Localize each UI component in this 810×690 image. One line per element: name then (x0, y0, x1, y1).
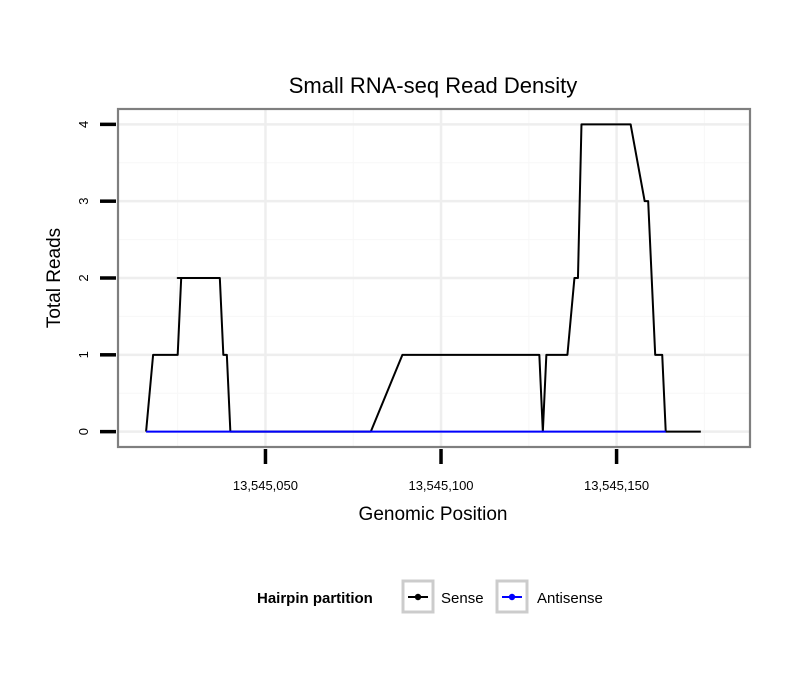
series-layer (145, 123, 701, 433)
x-axis-title: Genomic Position (359, 504, 508, 525)
legend: Hairpin partition Sense Antisense (257, 579, 603, 614)
y-axis-title: Total Reads (44, 228, 65, 328)
legend-label-sense: Sense (441, 590, 484, 607)
grid (118, 109, 750, 447)
x-tick-label: 13,545,050 (233, 478, 298, 493)
axis-ticks: 13,545,050 13,545,100 13,545,150 0 1 2 3 4 (76, 121, 649, 493)
series-line-sense (145, 123, 701, 433)
y-tick-label: 0 (76, 428, 91, 435)
legend-sense-point (414, 593, 422, 601)
chart-title: Small RNA-seq Read Density (289, 73, 578, 98)
plot-panel-border (116, 107, 752, 449)
legend-label-antisense: Antisense (537, 590, 603, 607)
y-tick-label: 2 (76, 274, 91, 281)
y-tick-label: 4 (76, 121, 91, 128)
y-tick-label: 1 (76, 351, 91, 358)
legend-title: Hairpin partition (257, 590, 373, 607)
legend-antisense-point (508, 593, 516, 601)
x-tick-label: 13,545,150 (584, 478, 649, 493)
x-tick-label: 13,545,100 (408, 478, 473, 493)
y-tick-label: 3 (76, 198, 91, 205)
